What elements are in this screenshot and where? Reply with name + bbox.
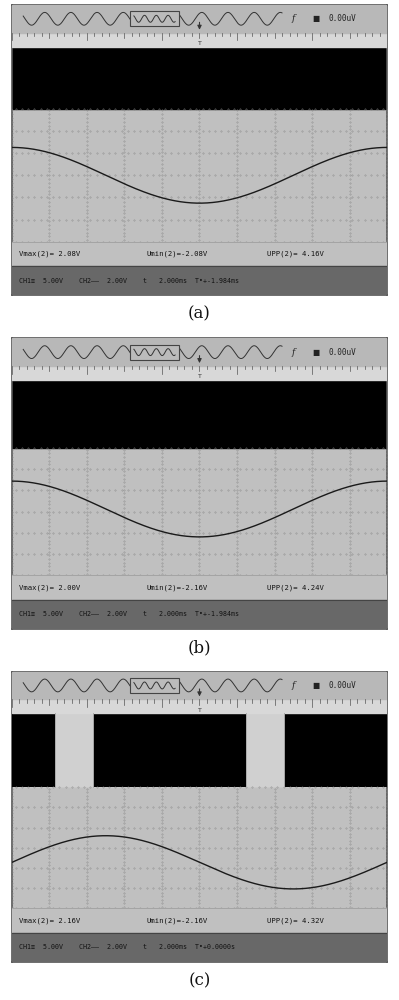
Text: (b): (b) xyxy=(188,639,211,656)
Text: ■: ■ xyxy=(312,681,319,690)
Text: T: T xyxy=(198,708,202,713)
Bar xyxy=(12,5,387,33)
Bar xyxy=(55,713,93,787)
Bar xyxy=(12,713,55,787)
Bar xyxy=(12,713,387,787)
Text: CH1≡  5.00V    CH2––  2.00V    t   2.000ms  T•+-1.984ms: CH1≡ 5.00V CH2–– 2.00V t 2.000ms T•+-1.9… xyxy=(20,278,239,284)
Bar xyxy=(130,678,179,693)
Bar xyxy=(12,242,387,266)
Bar xyxy=(12,713,387,908)
Bar xyxy=(12,47,387,242)
Bar xyxy=(130,11,179,26)
Text: 0.00uV: 0.00uV xyxy=(329,348,357,357)
Bar xyxy=(12,699,387,713)
Text: T: T xyxy=(198,41,202,46)
Text: UPP(2)= 4.32V: UPP(2)= 4.32V xyxy=(267,917,324,924)
Text: UPP(2)= 4.16V: UPP(2)= 4.16V xyxy=(267,251,324,257)
Text: f: f xyxy=(291,348,295,357)
Text: (c): (c) xyxy=(188,972,211,989)
Text: Umin(2)=-2.08V: Umin(2)=-2.08V xyxy=(147,251,208,257)
Text: (a): (a) xyxy=(188,306,211,323)
Bar xyxy=(246,713,284,787)
Bar xyxy=(12,908,387,933)
Bar xyxy=(12,672,387,699)
Bar xyxy=(12,47,387,109)
Bar xyxy=(12,380,387,575)
Text: T: T xyxy=(198,374,202,379)
Bar xyxy=(12,266,387,295)
Text: 0.00uV: 0.00uV xyxy=(329,14,357,23)
Text: Vmax(2)= 2.08V: Vmax(2)= 2.08V xyxy=(20,251,81,257)
Text: Vmax(2)= 2.16V: Vmax(2)= 2.16V xyxy=(20,917,81,924)
Text: ■: ■ xyxy=(312,14,319,23)
Text: f: f xyxy=(291,14,295,23)
Bar xyxy=(93,713,246,787)
Bar xyxy=(12,380,387,448)
Bar xyxy=(12,575,387,600)
Bar xyxy=(130,345,179,360)
Bar xyxy=(12,338,387,366)
Bar xyxy=(284,713,387,787)
Text: UPP(2)= 4.24V: UPP(2)= 4.24V xyxy=(267,584,324,591)
Bar xyxy=(12,366,387,380)
Text: 0.00uV: 0.00uV xyxy=(329,681,357,690)
Text: Umin(2)=-2.16V: Umin(2)=-2.16V xyxy=(147,584,208,591)
Text: Umin(2)=-2.16V: Umin(2)=-2.16V xyxy=(147,917,208,924)
Bar xyxy=(12,933,387,962)
Text: CH1≡  5.00V    CH2––  2.00V    t   2.000ms  T•+-1.984ms: CH1≡ 5.00V CH2–– 2.00V t 2.000ms T•+-1.9… xyxy=(20,611,239,617)
Text: Vmax(2)= 2.00V: Vmax(2)= 2.00V xyxy=(20,584,81,591)
Bar xyxy=(12,600,387,629)
Text: ■: ■ xyxy=(312,348,319,357)
Text: f: f xyxy=(291,681,295,690)
Bar xyxy=(12,33,387,47)
Text: CH1≡  5.00V    CH2––  2.00V    t   2.000ms  T•+0.0000s: CH1≡ 5.00V CH2–– 2.00V t 2.000ms T•+0.00… xyxy=(20,944,235,950)
